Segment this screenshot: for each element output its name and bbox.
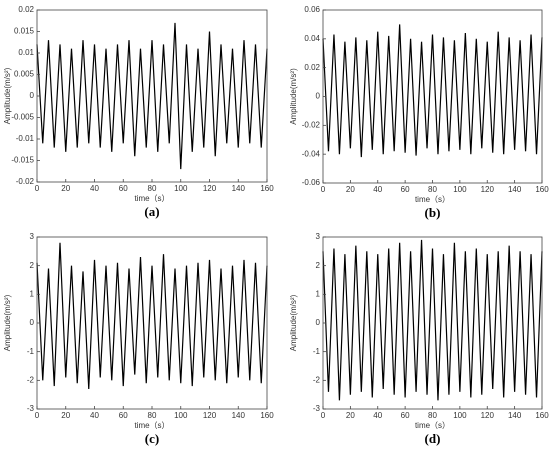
y-tick-label: -3 <box>27 404 35 413</box>
y-axis-label: Amplitude(m/s²) <box>3 294 12 351</box>
y-tick-label: -3 <box>313 404 321 413</box>
axes-frame <box>36 9 268 183</box>
x-tick-label: 0 <box>35 184 40 193</box>
x-tick-label: 160 <box>260 411 274 420</box>
y-tick-label: -0.01 <box>16 134 35 143</box>
y-tick-label: 0.02 <box>304 63 320 72</box>
y-tick-label: 0 <box>30 318 35 327</box>
y-tick-label: 0.01 <box>18 48 34 57</box>
x-tick-label: 40 <box>373 185 382 194</box>
panel-caption: (d) <box>425 431 441 446</box>
x-tick-label: 60 <box>401 185 410 194</box>
x-tick-label: 160 <box>535 411 549 420</box>
y-tick-label: 2 <box>316 261 321 270</box>
y-tick-label: -0.02 <box>302 120 321 129</box>
x-tick-label: 60 <box>401 411 410 420</box>
x-tick-label: 20 <box>346 411 355 420</box>
x-tick-label: 20 <box>346 185 355 194</box>
y-tick-label: 0.02 <box>18 5 34 14</box>
signal-line <box>36 242 268 389</box>
y-tick-label: -0.06 <box>302 178 321 187</box>
x-tick-label: 100 <box>174 184 188 193</box>
x-tick-label: 40 <box>90 184 99 193</box>
x-tick-label: 100 <box>174 411 188 420</box>
y-tick-label: 0 <box>316 92 321 101</box>
x-tick-label: 40 <box>373 411 382 420</box>
x-axis-label: time（s） <box>134 194 169 203</box>
y-axis-label: Amplitude(m/s²) <box>289 294 298 351</box>
x-tick-label: 60 <box>119 411 128 420</box>
x-tick-label: 140 <box>232 184 246 193</box>
signal-line <box>322 24 543 158</box>
x-tick-label: 100 <box>453 411 467 420</box>
x-tick-label: 160 <box>260 184 274 193</box>
x-tick-label: 120 <box>481 411 495 420</box>
signal-line <box>322 239 543 401</box>
y-tick-label: 0.06 <box>304 5 320 14</box>
x-tick-label: 140 <box>508 411 522 420</box>
x-tick-label: 100 <box>453 185 467 194</box>
y-tick-label: -1 <box>313 347 321 356</box>
y-tick-label: -2 <box>27 375 35 384</box>
panel-caption: (c) <box>145 431 159 446</box>
x-tick-label: 20 <box>61 184 70 193</box>
x-tick-label: 60 <box>119 184 128 193</box>
x-axis-label: time（s） <box>415 421 450 430</box>
axes-frame <box>36 236 268 410</box>
x-tick-label: 80 <box>428 411 437 420</box>
y-tick-label: 3 <box>30 232 35 241</box>
y-tick-label: -0.005 <box>11 113 34 122</box>
y-tick-label: -0.015 <box>11 156 34 165</box>
x-axis-label: time（s） <box>415 195 450 204</box>
y-tick-label: 3 <box>316 232 321 241</box>
x-tick-label: 0 <box>35 411 40 420</box>
x-tick-label: 120 <box>481 185 495 194</box>
y-tick-label: -2 <box>313 375 321 384</box>
x-tick-label: 80 <box>148 411 157 420</box>
y-tick-label: 1 <box>30 289 35 298</box>
x-axis-label: time（s） <box>134 421 169 430</box>
y-tick-label: -0.02 <box>16 177 35 186</box>
x-tick-label: 20 <box>61 411 70 420</box>
signal-line <box>36 22 268 170</box>
x-tick-label: 0 <box>321 411 326 420</box>
x-tick-label: 40 <box>90 411 99 420</box>
x-tick-label: 80 <box>428 185 437 194</box>
panel-caption: (b) <box>425 205 441 220</box>
y-tick-label: 0 <box>30 91 35 100</box>
x-tick-label: 120 <box>203 411 217 420</box>
y-axis-label: Amplitude(m/s²) <box>289 68 298 125</box>
panel-caption: (a) <box>144 204 159 219</box>
y-tick-label: 0 <box>316 318 321 327</box>
y-axis-label: Amplitude(m/s²) <box>3 67 12 124</box>
x-tick-label: 140 <box>232 411 246 420</box>
y-tick-label: 0.005 <box>14 70 35 79</box>
x-tick-label: 80 <box>148 184 157 193</box>
x-tick-label: 0 <box>321 185 326 194</box>
y-tick-label: -1 <box>27 347 35 356</box>
y-tick-label: 0.04 <box>304 34 320 43</box>
x-tick-label: 140 <box>508 185 522 194</box>
y-tick-label: -0.04 <box>302 149 321 158</box>
y-tick-label: 2 <box>30 261 35 270</box>
y-tick-label: 0.015 <box>14 27 35 36</box>
y-tick-label: 1 <box>316 289 321 298</box>
x-tick-label: 160 <box>535 185 549 194</box>
x-tick-label: 120 <box>203 184 217 193</box>
